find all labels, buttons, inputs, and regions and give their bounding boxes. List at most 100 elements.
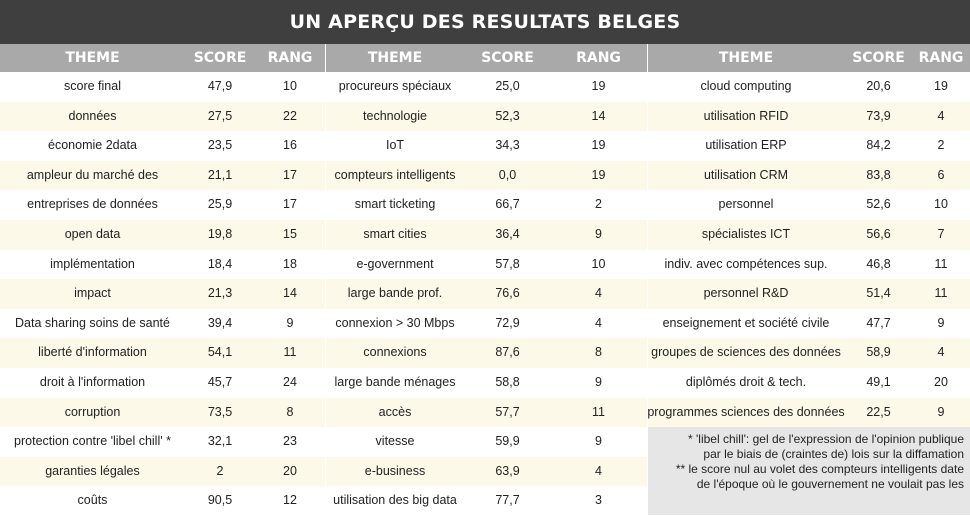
rang-cell: 4 (937, 108, 945, 123)
table-row: garanties légales 2 20 (0, 456, 325, 487)
rang-cell: 11 (934, 286, 948, 301)
rang-cell: 16 (283, 138, 297, 153)
theme-cell: cloud computing (700, 79, 792, 93)
table-row: personnel 52,6 10 (647, 190, 970, 220)
table-row: utilisation ERP 84,2 2 (647, 131, 970, 161)
score-cell: 90,5 (207, 493, 233, 508)
theme-cell: liberté d'information (38, 345, 147, 360)
header-theme-3: THEME (718, 50, 774, 66)
rang-cell: 18 (283, 256, 297, 271)
table-row: ampleur du marché des 21,1 17 (0, 160, 325, 191)
header-score-3: SCORE (852, 50, 905, 66)
rang-cell: 2 (595, 197, 602, 212)
theme-cell: diplômés droit & tech. (685, 375, 807, 389)
score-cell: 73,5 (207, 404, 233, 419)
table-row: large bande prof. 76,6 4 (325, 279, 647, 309)
theme-cell: enseignement et société civile (662, 315, 830, 330)
score-cell: 63,9 (495, 463, 520, 478)
table-row: personnel R&D 51,4 11 (647, 279, 970, 309)
table-row: enseignement et société civile 47,7 9 (647, 308, 970, 339)
theme-cell: smart cities (363, 227, 427, 241)
theme-cell: personnel (718, 197, 774, 212)
rang-cell: 9 (595, 227, 602, 241)
theme-cell: spécialistes ICT (701, 227, 791, 241)
table-row: indiv. avec compétences sup. 46,8 11 (647, 249, 970, 280)
score-cell: 20,6 (866, 79, 891, 93)
footnote-line: ** le score nul au volet des compteurs i… (675, 462, 964, 476)
rang-cell: 8 (286, 404, 294, 419)
theme-cell: connexion > 30 Mbps (335, 315, 455, 330)
column-divider (647, 44, 648, 515)
score-cell: 19,8 (207, 227, 233, 241)
footnote-line: de l'époque où le gouvernement ne voulai… (696, 477, 964, 491)
theme-cell: garanties légales (45, 463, 140, 478)
table-row: accès 57,7 11 (325, 397, 647, 428)
theme-cell: entreprises de données (27, 197, 158, 212)
theme-cell: ampleur du marché des (26, 167, 159, 182)
theme-cell: coûts (77, 493, 108, 508)
score-cell: 2 (216, 463, 224, 478)
score-cell: 87,6 (495, 345, 520, 360)
footnote-line: par le biais de (craintes de) lois sur l… (703, 447, 964, 461)
rang-cell: 24 (283, 375, 297, 389)
score-cell: 52,3 (495, 108, 520, 123)
score-cell: 72,9 (495, 315, 520, 330)
rang-cell: 4 (595, 315, 602, 330)
score-cell: 18,4 (207, 256, 233, 271)
table-row: procureurs spéciaux 25,0 19 (325, 72, 647, 102)
score-cell: 57,8 (495, 256, 520, 271)
rang-cell: 2 (937, 138, 945, 153)
score-cell: 23,5 (207, 138, 233, 153)
rang-cell: 8 (595, 345, 602, 360)
table-row: spécialistes ICT 56,6 7 (647, 220, 970, 250)
score-cell: 0,0 (498, 167, 517, 182)
score-cell: 58,8 (495, 375, 520, 389)
rang-cell: 22 (283, 108, 297, 123)
rang-cell: 4 (595, 286, 602, 301)
header-rang-1: RANG (267, 50, 313, 66)
rang-cell: 11 (934, 256, 948, 271)
theme-cell: implémentation (50, 256, 135, 271)
table-row: liberté d'information 54,1 11 (0, 338, 325, 368)
score-cell: 84,2 (866, 138, 891, 153)
score-cell: 73,9 (866, 108, 891, 123)
table-row: e-business 63,9 4 (325, 456, 647, 487)
table-row: implémentation 18,4 18 (0, 249, 325, 280)
rang-cell: 3 (595, 493, 602, 508)
table-row: utilisation CRM 83,8 6 (647, 160, 970, 191)
table-row: utilisation RFID 73,9 4 (647, 101, 970, 132)
theme-cell: utilisation RFID (703, 108, 789, 123)
score-cell: 21,3 (207, 286, 233, 301)
theme-cell: protection contre 'libel chill' * (14, 434, 171, 449)
theme-cell: utilisation ERP (705, 138, 787, 153)
table-row: technologie 52,3 14 (325, 101, 647, 132)
table-row: IoT 34,3 19 (325, 131, 647, 161)
rang-cell: 9 (595, 375, 602, 389)
page-title: UN APERÇU DES RESULTATS BELGES (0, 0, 970, 44)
score-cell: 47,7 (866, 315, 891, 330)
score-cell: 21,1 (207, 167, 233, 182)
score-cell: 39,4 (207, 315, 233, 330)
table-row: groupes de sciences des données 58,9 4 (647, 338, 970, 368)
header-score-1: SCORE (193, 50, 247, 66)
rang-cell: 10 (934, 197, 948, 212)
rang-cell: 9 (937, 315, 945, 330)
rang-cell: 12 (283, 493, 297, 508)
score-cell: 52,6 (866, 197, 891, 212)
theme-cell: vitesse (375, 434, 415, 449)
rang-cell: 9 (286, 315, 294, 330)
table-row: smart cities 36,4 9 (325, 220, 647, 250)
theme-cell: IoT (385, 138, 405, 153)
rang-cell: 20 (934, 375, 948, 389)
table-row: protection contre 'libel chill' * 32,1 23 (0, 427, 325, 457)
score-cell: 66,7 (495, 197, 520, 212)
rang-cell: 10 (591, 256, 606, 271)
rang-cell: 14 (591, 108, 606, 123)
score-cell: 34,3 (495, 138, 520, 153)
rang-cell: 9 (937, 404, 945, 419)
theme-cell: large bande prof. (347, 286, 443, 301)
table-row: large bande ménages 58,8 9 (325, 368, 647, 398)
theme-cell: corruption (64, 404, 121, 419)
score-cell: 83,8 (866, 167, 891, 182)
